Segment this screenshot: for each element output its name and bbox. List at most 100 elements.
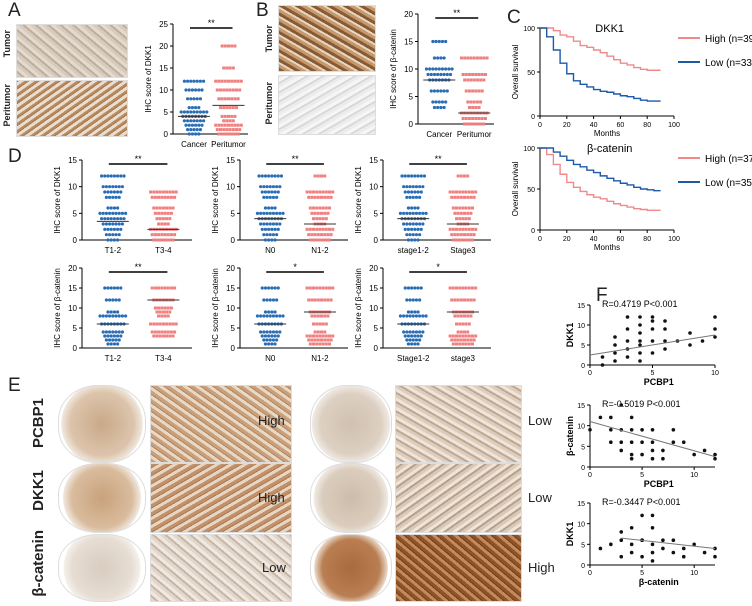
C2-ytick-label: 100 bbox=[523, 146, 535, 153]
D3-point bbox=[418, 185, 422, 189]
A-point bbox=[197, 88, 201, 92]
B-point bbox=[463, 122, 467, 126]
D2-point bbox=[260, 190, 264, 194]
B-point bbox=[436, 89, 440, 93]
B-point bbox=[477, 106, 481, 109]
D1-point bbox=[112, 227, 116, 231]
D3-point bbox=[471, 206, 475, 210]
D1-point bbox=[168, 238, 172, 242]
D5-point bbox=[263, 334, 268, 338]
D2-point bbox=[321, 190, 325, 194]
A-point bbox=[223, 114, 227, 118]
A-point bbox=[227, 44, 230, 48]
D1-point bbox=[103, 227, 107, 231]
A-point bbox=[227, 79, 230, 83]
D1-point bbox=[166, 222, 170, 226]
D2-point bbox=[265, 185, 269, 189]
D4-point bbox=[108, 314, 112, 318]
D1-point bbox=[104, 222, 108, 226]
D4-point bbox=[117, 338, 121, 342]
B-point bbox=[431, 39, 435, 44]
F3-point bbox=[619, 554, 624, 559]
D3-point bbox=[419, 174, 423, 178]
D4-point bbox=[158, 310, 162, 314]
pcbp1-detail-right bbox=[395, 385, 522, 463]
A-point bbox=[214, 79, 218, 83]
A-point bbox=[202, 110, 206, 114]
D4-point bbox=[174, 322, 178, 326]
D1-point bbox=[152, 190, 156, 194]
A-point bbox=[230, 114, 234, 118]
D4-point bbox=[114, 314, 118, 318]
B-point bbox=[482, 78, 486, 82]
A-point bbox=[194, 132, 198, 136]
pcbp1-core-right bbox=[310, 385, 392, 463]
A-point bbox=[205, 110, 209, 114]
D1-point bbox=[106, 238, 110, 242]
D5-point bbox=[275, 298, 279, 302]
D2-point bbox=[308, 227, 312, 231]
D2-point bbox=[328, 238, 332, 242]
D5-point bbox=[328, 334, 332, 338]
D1-point bbox=[106, 206, 110, 210]
F2-ytick-label: 15 bbox=[577, 403, 585, 410]
D2-point bbox=[265, 211, 269, 215]
D4-point bbox=[169, 330, 173, 334]
C2-ytick-label: 0 bbox=[531, 228, 535, 235]
D1-point bbox=[168, 217, 172, 221]
D4-point bbox=[158, 334, 162, 338]
D3-point bbox=[403, 227, 407, 231]
F1-xtick-label: 5 bbox=[651, 370, 655, 377]
A-point bbox=[220, 123, 224, 127]
D5-point bbox=[313, 338, 317, 342]
F2-point bbox=[629, 452, 634, 457]
F3-point bbox=[692, 542, 696, 547]
C1-title: DKK1 bbox=[595, 23, 624, 35]
C2-ylabel: Overall survival bbox=[511, 161, 520, 216]
B-point bbox=[434, 67, 438, 71]
D1-point bbox=[174, 227, 178, 231]
B-point bbox=[432, 105, 437, 110]
F3-point bbox=[650, 550, 655, 555]
D5-point bbox=[323, 338, 327, 342]
C1-xtick-label: 40 bbox=[590, 122, 598, 129]
D6-point bbox=[455, 342, 459, 346]
D1-point bbox=[166, 195, 170, 199]
B-ylabel: IHC score of β-catenin bbox=[389, 29, 398, 109]
F1-ytick-label: 5 bbox=[581, 343, 585, 350]
D6-point bbox=[419, 322, 423, 326]
B-point bbox=[467, 106, 471, 109]
F1-point bbox=[600, 363, 605, 367]
D6-point bbox=[455, 334, 459, 338]
D3-point bbox=[421, 185, 425, 189]
D1-point bbox=[111, 222, 115, 226]
D5-point bbox=[328, 342, 332, 346]
D2-point bbox=[271, 211, 276, 215]
A-point bbox=[192, 97, 196, 101]
D5-point bbox=[324, 310, 328, 314]
D6-point bbox=[464, 334, 468, 338]
D3-point bbox=[458, 227, 462, 231]
D6-point bbox=[453, 298, 457, 302]
D6-category-label: stage3 bbox=[451, 354, 476, 363]
dkk1-core-left bbox=[58, 463, 146, 533]
F3-point bbox=[609, 542, 613, 547]
C2-xtick-label: 20 bbox=[563, 236, 571, 243]
D1-point bbox=[173, 233, 177, 237]
D2-point bbox=[267, 227, 271, 231]
A-ytick-label: 25 bbox=[159, 20, 168, 29]
F1-point bbox=[663, 347, 667, 351]
B-point bbox=[471, 106, 475, 109]
D4-point bbox=[165, 310, 169, 314]
D5-point bbox=[320, 330, 324, 334]
F2-point bbox=[671, 428, 676, 432]
A-point bbox=[223, 132, 227, 136]
D2-point bbox=[318, 227, 322, 231]
D3-point bbox=[472, 233, 476, 237]
D2-point bbox=[316, 211, 320, 215]
D4-point bbox=[168, 310, 172, 314]
D3-point bbox=[405, 233, 409, 237]
D2-point bbox=[276, 227, 280, 231]
F3-xtick-label: 5 bbox=[640, 570, 644, 577]
D3-point bbox=[455, 238, 459, 242]
